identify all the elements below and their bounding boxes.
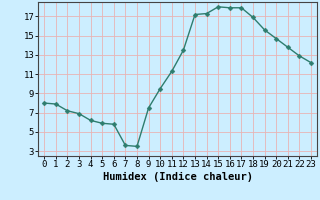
X-axis label: Humidex (Indice chaleur): Humidex (Indice chaleur) [103,172,252,182]
